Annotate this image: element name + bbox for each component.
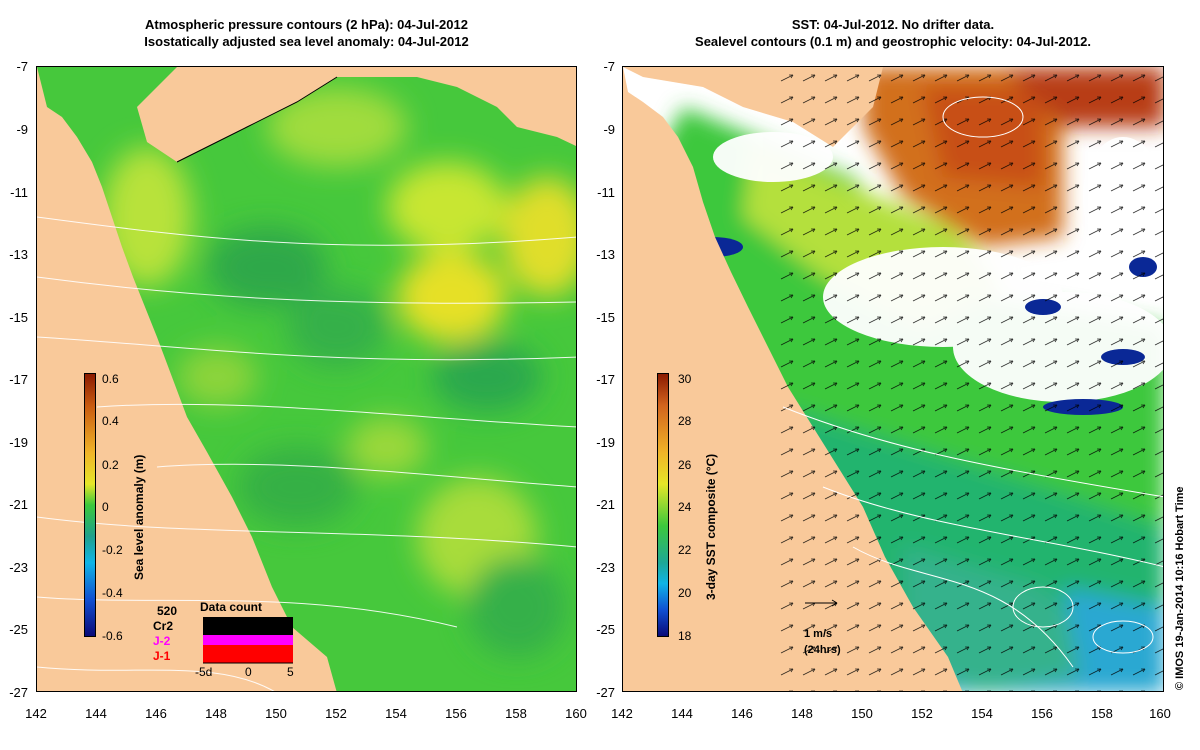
left-map-panel <box>36 66 577 692</box>
left-lon-tick: 148 <box>205 706 227 721</box>
right-lon-tick: 144 <box>671 706 693 721</box>
right-lon-tick: 160 <box>1149 706 1171 721</box>
left-lon-tick: 156 <box>445 706 467 721</box>
left-lat-tick: -7 <box>16 59 28 74</box>
right-lon-tick: 146 <box>731 706 753 721</box>
left-lon-tick: 142 <box>25 706 47 721</box>
australia-coast-landmass <box>37 67 337 691</box>
left-title-line2: Isostatically adjusted sea level anomaly… <box>144 34 469 49</box>
anomaly-field <box>102 87 576 657</box>
right-title-line1: SST: 04-Jul-2012. No drifter data. <box>791 17 995 32</box>
sst-cbtick-22: 22 <box>678 543 692 557</box>
sea-level-cbtick-0-6: 0.6 <box>102 372 119 386</box>
data-count-total: 520 <box>157 604 178 618</box>
sst-cbtick-30: 30 <box>678 372 692 386</box>
left-title-line1: Atmospheric pressure contours (2 hPa): 0… <box>145 17 468 32</box>
right-lat-tick: -21 <box>596 497 615 512</box>
left-title: Atmospheric pressure contours (2 hPa): 0… <box>36 16 577 50</box>
pressure-contours <box>37 216 576 691</box>
left-lon-tick: 146 <box>145 706 167 721</box>
right-lon-tick: 152 <box>911 706 933 721</box>
left-lat-tick: -17 <box>9 372 28 387</box>
sst-cbtick-18: 18 <box>678 629 692 643</box>
sea-level-cbtick-0-2: 0.2 <box>102 458 119 472</box>
left-lon-tick: 154 <box>385 706 407 721</box>
sst-cbtick-28: 28 <box>678 414 692 428</box>
right-lat-tick: -11 <box>597 185 615 200</box>
right-lon-tick: 150 <box>851 706 873 721</box>
left-lon-tick: 150 <box>265 706 287 721</box>
left-lat-tick: -21 <box>9 497 28 512</box>
left-lat-tick: -27 <box>9 685 28 700</box>
satellite-j2-label: J-2 <box>153 634 171 648</box>
sea-level-cbtick-neg0-6: -0.6 <box>102 629 123 643</box>
data-count-title: Data count <box>200 600 263 614</box>
right-lat-tick: -15 <box>596 310 615 325</box>
right-title: SST: 04-Jul-2012. No drifter data. Seale… <box>622 16 1164 50</box>
sst-map <box>623 67 1163 691</box>
sea-level-colorbar-label: Sea level anomaly (m) <box>132 454 146 580</box>
left-lat-tick: -13 <box>9 247 28 262</box>
data-count-inset <box>203 617 293 664</box>
satellite-cr2-label: Cr2 <box>153 619 174 633</box>
right-lat-tick: -23 <box>596 560 615 575</box>
left-lon-tick: 158 <box>505 706 527 721</box>
data-count-xtick-0: 0 <box>245 665 252 679</box>
left-lat-tick: -19 <box>9 435 28 450</box>
right-lat-tick: -27 <box>596 685 615 700</box>
sea-level-anomaly-map <box>37 67 576 691</box>
imos-credit: © IMOS 19-Jan-2014 10:16 Hobart Time <box>1174 486 1186 690</box>
right-lat-tick: -7 <box>603 59 615 74</box>
sea-level-colorbar <box>84 373 96 637</box>
left-lat-tick: -23 <box>9 560 28 575</box>
sea-level-cbtick-neg0-2: -0.2 <box>102 543 123 557</box>
right-lat-tick: -13 <box>596 247 615 262</box>
left-lat-tick: -25 <box>9 622 28 637</box>
right-lat-tick: -9 <box>603 122 615 137</box>
right-lon-tick: 142 <box>611 706 633 721</box>
velocity-scale-sublabel: (24hrs) <box>804 644 841 656</box>
right-title-line2: Sealevel contours (0.1 m) and geostrophi… <box>695 34 1091 49</box>
new-guinea-landmass <box>137 67 576 162</box>
sea-level-cbtick-0: 0 <box>102 500 109 514</box>
sea-level-cbtick-neg0-4: -0.4 <box>102 586 123 600</box>
data-count-xtick-neg5d: -5d <box>195 665 213 679</box>
right-lat-tick: -25 <box>596 622 615 637</box>
australia-coast-landmass <box>623 67 963 691</box>
data-count-xtick-5: 5 <box>287 665 294 679</box>
right-lat-tick: -19 <box>596 435 615 450</box>
sst-colorbar <box>657 373 669 637</box>
right-lon-tick: 156 <box>1031 706 1053 721</box>
coastline <box>176 76 338 163</box>
left-lat-tick: -11 <box>10 185 28 200</box>
left-lat-tick: -15 <box>9 310 28 325</box>
sealevel-contours <box>782 96 1163 668</box>
geostrophic-velocity-arrows <box>773 67 1163 691</box>
sst-cbtick-26: 26 <box>678 458 692 472</box>
right-lon-tick: 148 <box>791 706 813 721</box>
left-lon-tick: 152 <box>325 706 347 721</box>
sst-cbtick-24: 24 <box>678 500 692 514</box>
satellite-j1-label: J-1 <box>153 649 171 663</box>
left-lat-tick: -9 <box>16 122 28 137</box>
left-lon-tick: 144 <box>85 706 107 721</box>
right-lon-tick: 154 <box>971 706 993 721</box>
right-lat-tick: -17 <box>596 372 615 387</box>
sea-level-cbtick-0-4: 0.4 <box>102 414 119 428</box>
right-map-panel <box>622 66 1164 692</box>
velocity-scale-label: 1 m/s <box>804 628 833 640</box>
sst-cbtick-20: 20 <box>678 586 692 600</box>
left-lon-tick: 160 <box>565 706 587 721</box>
right-lon-tick: 158 <box>1091 706 1113 721</box>
sst-colorbar-label: 3-day SST composite (°C) <box>704 453 718 600</box>
velocity-scale-arrow <box>805 599 838 607</box>
data-count-j1-bars <box>203 645 293 663</box>
